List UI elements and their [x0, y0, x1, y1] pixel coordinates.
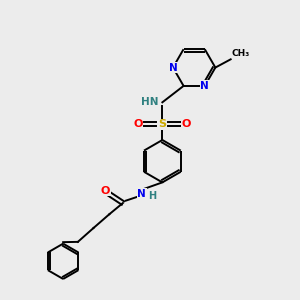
Text: CH₃: CH₃: [231, 49, 250, 58]
Text: HN: HN: [141, 97, 159, 107]
Text: N: N: [169, 63, 177, 73]
Text: H: H: [148, 191, 156, 201]
Text: S: S: [158, 119, 166, 129]
Text: O: O: [101, 186, 110, 196]
Text: O: O: [182, 119, 191, 129]
Text: N: N: [137, 189, 146, 199]
Text: O: O: [134, 119, 143, 129]
Text: N: N: [200, 81, 209, 91]
